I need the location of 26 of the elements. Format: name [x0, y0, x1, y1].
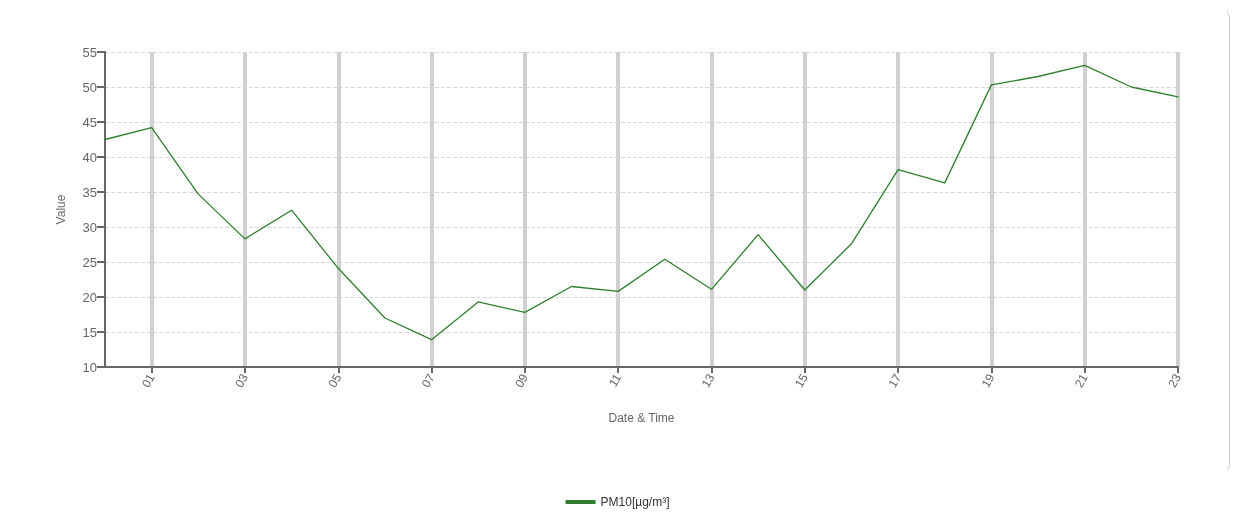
- x-tick-label: 11: [605, 371, 625, 390]
- y-axis-title: Value: [54, 194, 68, 225]
- legend-label: PM10[µg/m³]: [600, 495, 670, 509]
- x-tick-label: 01: [138, 371, 158, 391]
- x-tick-label: 05: [325, 371, 345, 391]
- x-axis-title: Date & Time: [608, 411, 675, 425]
- x-tick-label: 03: [232, 371, 252, 391]
- y-tick-label: 15: [82, 324, 97, 340]
- y-tick-label: 45: [82, 114, 97, 130]
- x-tick-label: 17: [885, 371, 905, 391]
- x-tick-label: 19: [978, 371, 998, 391]
- x-tick-label: 13: [698, 371, 718, 391]
- x-tick-label: 09: [512, 371, 532, 391]
- y-tick-label: 25: [82, 254, 97, 270]
- y-tick-label: 30: [82, 219, 97, 235]
- y-tick-label: 50: [82, 79, 97, 95]
- x-tick-label: 21: [1071, 371, 1091, 391]
- y-tick-label: 35: [82, 184, 97, 200]
- line-series: [104, 64, 1179, 341]
- x-tick-label: 15: [792, 371, 812, 391]
- y-tick-label: 55: [82, 44, 97, 60]
- y-tick-label: 20: [82, 289, 97, 305]
- x-tick-label: 07: [418, 371, 438, 391]
- y-tick-label: 10: [82, 359, 97, 375]
- x-tick-label: 23: [1165, 371, 1185, 391]
- y-tick-label: 40: [82, 149, 97, 165]
